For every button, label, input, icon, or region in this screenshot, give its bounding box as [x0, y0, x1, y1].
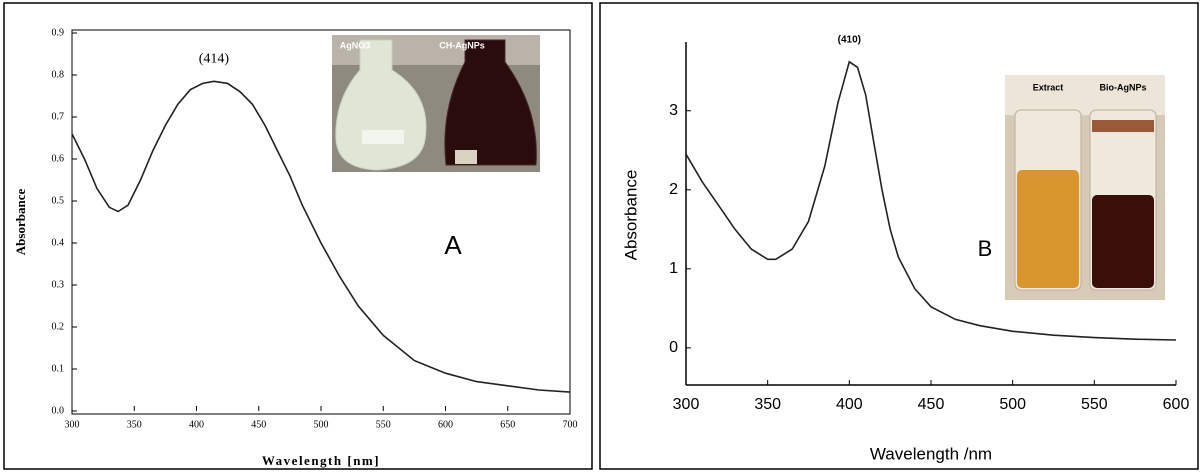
y-tick-label: 0.8 — [52, 69, 65, 80]
inset-label: Extract — [1033, 82, 1064, 92]
y-tick-label: 0.9 — [52, 27, 65, 38]
inset-photo-a — [332, 35, 540, 172]
y-axis-label: Absorbance — [13, 189, 28, 256]
panel-a-border — [3, 2, 593, 470]
y-tick-label: 0.3 — [52, 279, 65, 290]
y-tick-label: 0.5 — [52, 195, 65, 206]
inset-photo-b — [1005, 75, 1165, 300]
inset-label: CH-AgNPs — [439, 40, 485, 50]
y-tick-label: 0 — [669, 339, 678, 356]
plot-frame — [71, 29, 571, 415]
x-tick-label: 450 — [918, 396, 945, 413]
panel-label: A — [444, 230, 462, 260]
x-tick-label: 500 — [314, 419, 329, 430]
y-tick-label: 0.2 — [52, 321, 65, 332]
x-tick-label: 550 — [1081, 396, 1108, 413]
x-tick-label: 300 — [673, 396, 700, 413]
spectrum-line — [71, 80, 571, 393]
x-tick-label: 500 — [999, 396, 1026, 413]
x-tick-label: 550 — [376, 419, 391, 430]
x-axis-label: Wavelength [nm] — [262, 453, 380, 468]
panel-b-border — [599, 2, 1199, 470]
y-tick-label: 2 — [669, 181, 678, 198]
x-tick-label: 650 — [500, 419, 515, 430]
x-tick-label: 450 — [251, 419, 266, 430]
chart: 0 1 2 3 300 350 400 450 500 550 600 (410) Wavelength… — [621, 34, 1189, 463]
y-tick-label: 0.6 — [52, 153, 65, 164]
y-tick-label: 0.4 — [52, 237, 65, 248]
y-tick-label: 3 — [669, 102, 678, 119]
y-tick-label: 1 — [669, 260, 678, 277]
peak-label: (414) — [199, 52, 230, 67]
y-tick-label: 0.0 — [52, 405, 65, 416]
x-tick-label: 300 — [65, 419, 80, 430]
x-axis-label: Wavelength /nm — [870, 444, 992, 463]
chart: 0.0 0.1 0.2 0.3 0.4 0.5 0.6 0.7 0.8 0.9 300 350 400 4… — [13, 27, 578, 468]
x-tick-label: 600 — [438, 419, 453, 430]
x-tick-label: 400 — [189, 419, 204, 430]
x-tick-label: 400 — [836, 396, 863, 413]
panel-label: B — [978, 236, 993, 261]
x-tick-label: 700 — [563, 419, 578, 430]
x-tick-label: 350 — [127, 419, 142, 430]
y-tick-label: 0.7 — [52, 111, 65, 122]
y-axis-label: Absorbance — [621, 170, 640, 261]
inset-label: AgNO3 — [340, 40, 371, 50]
peak-label: (410) — [838, 34, 861, 45]
y-tick-label: 0.1 — [52, 363, 65, 374]
inset-label: Bio-AgNPs — [1100, 82, 1147, 92]
x-tick-label: 350 — [754, 396, 781, 413]
x-tick-label: 600 — [1163, 396, 1190, 413]
spectrum-line — [685, 60, 1177, 341]
